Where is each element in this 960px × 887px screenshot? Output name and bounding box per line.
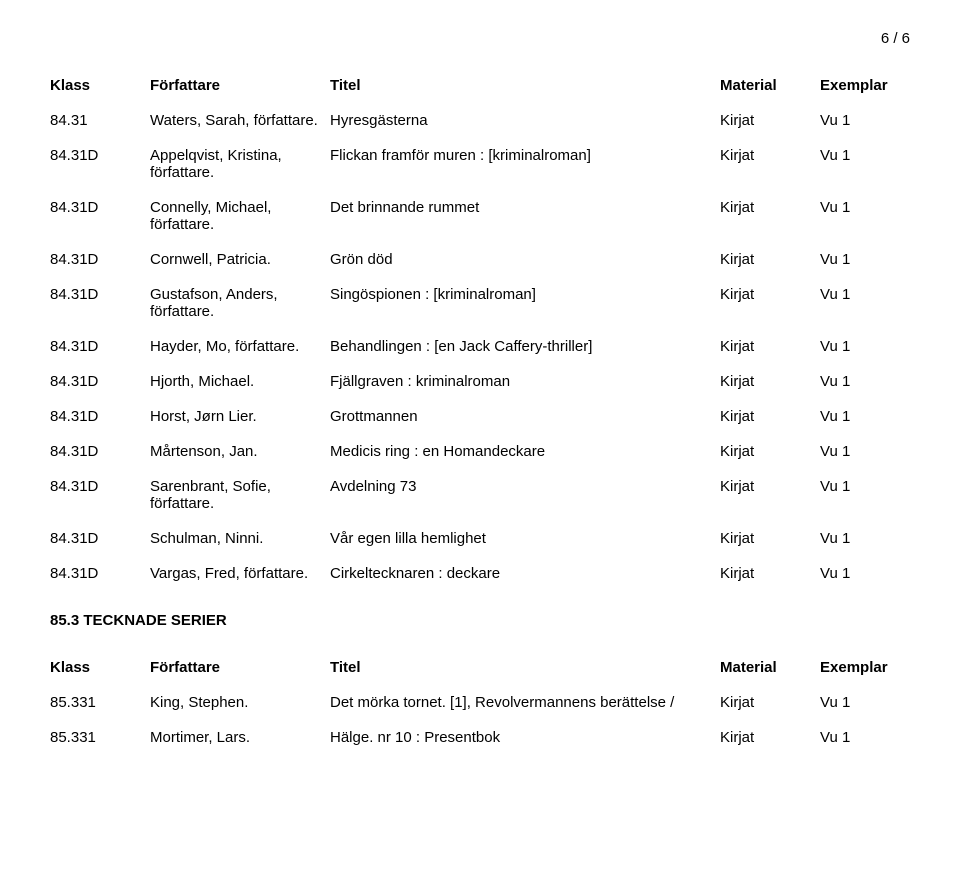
- header-material: Material: [720, 659, 820, 676]
- section-heading: 85.3 TECKNADE SERIER: [50, 612, 910, 629]
- table-row: 84.31DAppelqvist, Kristina, författare.F…: [50, 147, 910, 181]
- cell-author: Gustafson, Anders, författare.: [150, 286, 330, 320]
- cell-exemplar: Vu 1: [820, 147, 910, 164]
- cell-author: Hjorth, Michael.: [150, 373, 330, 390]
- cell-title: Grottmannen: [330, 408, 720, 425]
- cell-klass: 84.31D: [50, 530, 150, 547]
- table-row: 84.31DSchulman, Ninni.Vår egen lilla hem…: [50, 530, 910, 547]
- table-row: 84.31DConnelly, Michael, författare.Det …: [50, 199, 910, 233]
- cell-title: Det brinnande rummet: [330, 199, 720, 216]
- cell-klass: 85.331: [50, 729, 150, 746]
- cell-title: Hälge. nr 10 : Presentbok: [330, 729, 720, 746]
- cell-exemplar: Vu 1: [820, 251, 910, 268]
- header-author: Författare: [150, 659, 330, 676]
- cell-title: Fjällgraven : kriminalroman: [330, 373, 720, 390]
- cell-author: Mårtenson, Jan.: [150, 443, 330, 460]
- cell-exemplar: Vu 1: [820, 478, 910, 495]
- cell-exemplar: Vu 1: [820, 443, 910, 460]
- cell-exemplar: Vu 1: [820, 286, 910, 303]
- cell-klass: 84.31D: [50, 478, 150, 495]
- cell-exemplar: Vu 1: [820, 373, 910, 390]
- table-row: 84.31DGustafson, Anders, författare.Sing…: [50, 286, 910, 320]
- cell-material: Kirjat: [720, 286, 820, 303]
- cell-author: Appelqvist, Kristina, författare.: [150, 147, 330, 181]
- cell-material: Kirjat: [720, 112, 820, 129]
- cell-klass: 84.31D: [50, 286, 150, 303]
- cell-klass: 84.31D: [50, 199, 150, 216]
- cell-material: Kirjat: [720, 338, 820, 355]
- header-klass: Klass: [50, 77, 150, 94]
- cell-author: Horst, Jørn Lier.: [150, 408, 330, 425]
- cell-exemplar: Vu 1: [820, 565, 910, 582]
- cell-title: Det mörka tornet. [1], Revolvermannens b…: [330, 694, 720, 711]
- cell-material: Kirjat: [720, 373, 820, 390]
- table-header: Klass Författare Titel Material Exemplar: [50, 77, 910, 94]
- cell-klass: 84.31D: [50, 338, 150, 355]
- header-title: Titel: [330, 659, 720, 676]
- cell-author: Sarenbrant, Sofie, författare.: [150, 478, 330, 512]
- cell-exemplar: Vu 1: [820, 408, 910, 425]
- cell-author: Mortimer, Lars.: [150, 729, 330, 746]
- cell-title: Grön död: [330, 251, 720, 268]
- cell-exemplar: Vu 1: [820, 112, 910, 129]
- cell-material: Kirjat: [720, 729, 820, 746]
- cell-klass: 84.31D: [50, 373, 150, 390]
- header-title: Titel: [330, 77, 720, 94]
- cell-exemplar: Vu 1: [820, 729, 910, 746]
- cell-material: Kirjat: [720, 694, 820, 711]
- cell-klass: 84.31D: [50, 565, 150, 582]
- cell-title: Flickan framför muren : [kriminalroman]: [330, 147, 720, 164]
- header-exemplar: Exemplar: [820, 77, 910, 94]
- table-row: 85.331King, Stephen.Det mörka tornet. [1…: [50, 694, 910, 711]
- table-row: 84.31DHorst, Jørn Lier.GrottmannenKirjat…: [50, 408, 910, 425]
- cell-author: Connelly, Michael, författare.: [150, 199, 330, 233]
- table-row: 84.31Waters, Sarah, författare.Hyresgäst…: [50, 112, 910, 129]
- cell-klass: 84.31D: [50, 443, 150, 460]
- cell-klass: 84.31D: [50, 147, 150, 164]
- cell-exemplar: Vu 1: [820, 694, 910, 711]
- cell-author: Schulman, Ninni.: [150, 530, 330, 547]
- header-material: Material: [720, 77, 820, 94]
- table-row: 85.331Mortimer, Lars.Hälge. nr 10 : Pres…: [50, 729, 910, 746]
- cell-klass: 85.331: [50, 694, 150, 711]
- cell-title: Hyresgästerna: [330, 112, 720, 129]
- cell-material: Kirjat: [720, 408, 820, 425]
- table-row: 84.31DCornwell, Patricia.Grön dödKirjatV…: [50, 251, 910, 268]
- cell-author: Hayder, Mo, författare.: [150, 338, 330, 355]
- cell-title: Behandlingen : [en Jack Caffery-thriller…: [330, 338, 720, 355]
- cell-title: Cirkeltecknaren : deckare: [330, 565, 720, 582]
- page-number: 6 / 6: [50, 30, 910, 47]
- cell-exemplar: Vu 1: [820, 199, 910, 216]
- cell-exemplar: Vu 1: [820, 338, 910, 355]
- cell-material: Kirjat: [720, 251, 820, 268]
- cell-material: Kirjat: [720, 199, 820, 216]
- cell-klass: 84.31D: [50, 408, 150, 425]
- table-row: 84.31DVargas, Fred, författare.Cirkeltec…: [50, 565, 910, 582]
- cell-material: Kirjat: [720, 443, 820, 460]
- cell-material: Kirjat: [720, 565, 820, 582]
- cell-title: Vår egen lilla hemlighet: [330, 530, 720, 547]
- table-row: 84.31DMårtenson, Jan.Medicis ring : en H…: [50, 443, 910, 460]
- table-row: 84.31DSarenbrant, Sofie, författare.Avde…: [50, 478, 910, 512]
- header-exemplar: Exemplar: [820, 659, 910, 676]
- header-klass: Klass: [50, 659, 150, 676]
- cell-author: Waters, Sarah, författare.: [150, 112, 330, 129]
- cell-title: Avdelning 73: [330, 478, 720, 495]
- cell-title: Singöspionen : [kriminalroman]: [330, 286, 720, 303]
- table-header: Klass Författare Titel Material Exemplar: [50, 659, 910, 676]
- header-author: Författare: [150, 77, 330, 94]
- cell-material: Kirjat: [720, 147, 820, 164]
- cell-author: Vargas, Fred, författare.: [150, 565, 330, 582]
- table-row: 84.31DHjorth, Michael.Fjällgraven : krim…: [50, 373, 910, 390]
- cell-author: King, Stephen.: [150, 694, 330, 711]
- cell-material: Kirjat: [720, 530, 820, 547]
- cell-material: Kirjat: [720, 478, 820, 495]
- cell-author: Cornwell, Patricia.: [150, 251, 330, 268]
- cell-title: Medicis ring : en Homandeckare: [330, 443, 720, 460]
- cell-klass: 84.31: [50, 112, 150, 129]
- table-row: 84.31DHayder, Mo, författare.Behandlinge…: [50, 338, 910, 355]
- cell-klass: 84.31D: [50, 251, 150, 268]
- cell-exemplar: Vu 1: [820, 530, 910, 547]
